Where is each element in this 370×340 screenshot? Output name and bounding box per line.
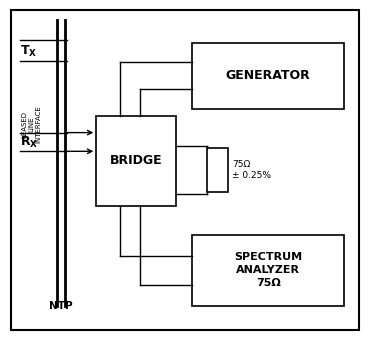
Text: NTP: NTP [49,301,73,311]
Bar [207,148,228,192]
Text: T$_\mathregular{X}$: T$_\mathregular{X}$ [20,44,38,58]
Text: LEASED
LINE
INTERFACE: LEASED LINE INTERFACE [21,105,41,143]
Text: R$_\mathregular{X}$: R$_\mathregular{X}$ [20,135,39,150]
Text: 75Ω
± 0.25%: 75Ω ± 0.25% [232,160,271,180]
Text: GENERATOR: GENERATOR [226,69,311,82]
Text: BRIDGE: BRIDGE [110,154,162,167]
Bar [96,116,176,206]
Text: SPECTRUM
ANALYZER
75Ω: SPECTRUM ANALYZER 75Ω [234,252,302,289]
Bar [192,235,344,306]
Bar [192,42,344,109]
